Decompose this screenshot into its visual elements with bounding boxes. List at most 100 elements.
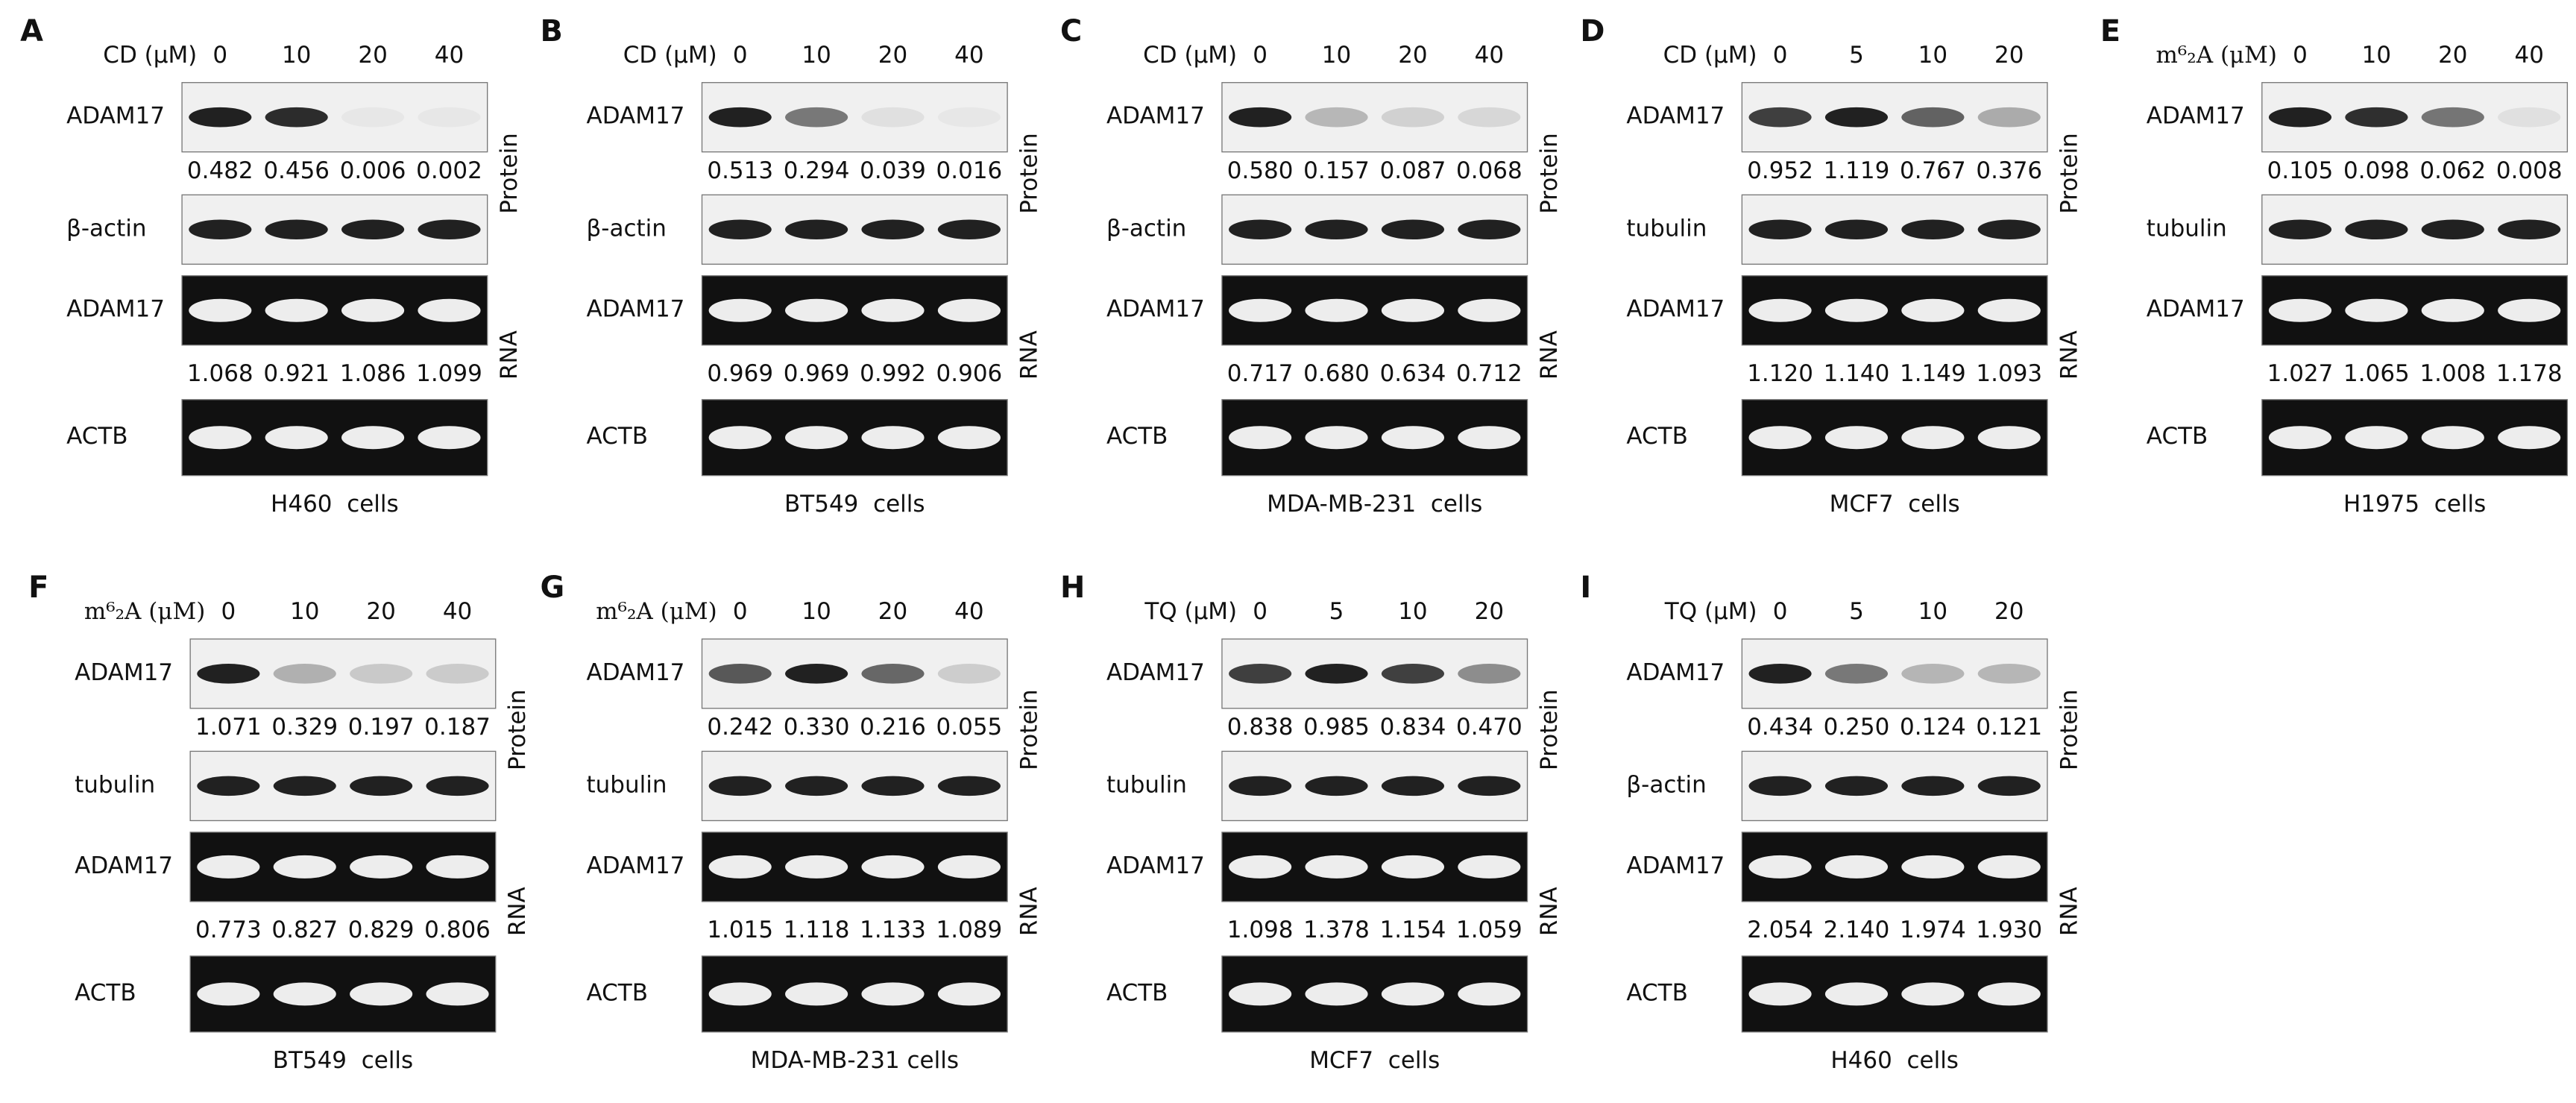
protein-value: 0.068 — [1456, 157, 1522, 184]
protein-band — [1748, 107, 1812, 128]
protein-label: ADAM17 — [2147, 103, 2245, 130]
loading-band — [197, 776, 260, 796]
rna-band — [937, 298, 1001, 322]
protein-band — [350, 664, 413, 684]
rna-band — [708, 855, 772, 879]
dose-label: 0 — [1253, 598, 1267, 625]
loading-band — [2421, 219, 2484, 240]
reference-band — [861, 426, 925, 450]
loading-band — [350, 776, 413, 796]
rna-band — [1381, 855, 1445, 879]
rna-value: 2.054 — [1747, 917, 1813, 943]
dose-label: 5 — [1329, 598, 1344, 625]
loading-band — [341, 219, 405, 240]
panel-letter: H — [1060, 571, 1085, 605]
rna-value: 1.093 — [1976, 360, 2042, 387]
reference-band — [265, 426, 328, 450]
protein-band — [2421, 107, 2484, 128]
protein-band — [189, 107, 252, 128]
protein-band — [2345, 107, 2408, 128]
rna-value: 1.099 — [416, 360, 482, 387]
protein-band — [2268, 107, 2332, 128]
protein-value: 0.016 — [936, 157, 1003, 184]
dose-label: 0 — [1253, 42, 1267, 69]
protein-value: 0.294 — [784, 157, 850, 184]
rna-value: 0.634 — [1380, 360, 1446, 387]
protein-value: 0.157 — [1303, 157, 1370, 184]
side-label: Protein — [496, 133, 523, 214]
panel-letter: I — [1580, 571, 1591, 605]
protein-value: 0.580 — [1227, 157, 1294, 184]
dose-label: 20 — [1398, 42, 1427, 69]
reference-band — [2345, 426, 2408, 450]
protein-band — [1381, 107, 1445, 128]
reference-band — [1901, 426, 1965, 450]
protein-value: 0.513 — [707, 157, 773, 184]
treatment-label: m⁶₂A (μM) — [84, 598, 206, 625]
rna-band — [350, 855, 413, 879]
protein-value: 0.767 — [1900, 157, 1966, 184]
reference-band — [350, 982, 413, 1006]
rna-value: 1.065 — [2343, 360, 2410, 387]
reference-label: ACTB — [587, 979, 648, 1006]
protein-band — [418, 107, 481, 128]
protein-band — [861, 107, 925, 128]
dose-label: 10 — [1918, 42, 1947, 69]
protein-value: 0.105 — [2267, 157, 2334, 184]
rna-band — [418, 298, 481, 322]
rna-band — [1748, 298, 1812, 322]
rna-value: 1.120 — [1747, 360, 1813, 387]
side-label: RNA — [2056, 330, 2082, 380]
rna-band — [197, 855, 260, 879]
dose-label: 40 — [435, 42, 464, 69]
dose-label: 5 — [1849, 598, 1864, 625]
side-label: RNA — [1016, 330, 1043, 380]
rna-value: 0.827 — [271, 917, 338, 943]
loading-band — [1748, 219, 1812, 240]
protein-value: 0.062 — [2419, 157, 2486, 184]
rna-band — [1748, 855, 1812, 879]
rna-band — [1977, 855, 2041, 879]
protein-band — [1824, 664, 1889, 684]
side-label: RNA — [496, 330, 523, 380]
protein-value: 0.952 — [1747, 157, 1813, 184]
rna-value: 1.068 — [187, 360, 253, 387]
rna-band — [708, 298, 772, 322]
rna-value: 0.717 — [1227, 360, 1294, 387]
loading-band — [2498, 219, 2561, 240]
reference-band — [1977, 426, 2041, 450]
protein-value: 0.087 — [1380, 157, 1446, 184]
panel-letter: A — [20, 14, 43, 48]
dose-label: 40 — [1475, 42, 1504, 69]
reference-band — [1748, 982, 1812, 1006]
rna-band — [1901, 855, 1965, 879]
rna-band — [861, 855, 925, 879]
protein-value: 0.838 — [1227, 714, 1294, 741]
protein-value: 0.456 — [263, 157, 330, 184]
rna-value: 1.140 — [1824, 360, 1890, 387]
loading-label: β-actin — [1626, 771, 1706, 798]
dose-label: 0 — [1773, 42, 1788, 69]
loading-band — [861, 776, 925, 796]
dose-label: 10 — [1322, 42, 1351, 69]
loading-label: β-actin — [66, 215, 146, 242]
treatment-label: CD (μM) — [623, 42, 717, 69]
protein-value: 0.250 — [1824, 714, 1890, 741]
rna-value: 1.930 — [1976, 917, 2042, 943]
rna-value: 1.118 — [784, 917, 850, 943]
rna-band — [426, 855, 489, 879]
dose-label: 0 — [733, 42, 748, 69]
reference-band — [1824, 982, 1889, 1006]
rna-band — [265, 298, 328, 322]
side-label: RNA — [1536, 887, 1563, 936]
protein-value: 0.039 — [860, 157, 926, 184]
reference-band — [1458, 982, 1521, 1006]
panel-letter: G — [541, 571, 565, 605]
loading-band — [1458, 219, 1521, 240]
reference-band — [273, 982, 336, 1006]
rna-value: 0.829 — [348, 917, 415, 943]
loading-label: tubulin — [75, 771, 155, 798]
rna-band — [861, 298, 925, 322]
rna-value: 0.969 — [784, 360, 850, 387]
